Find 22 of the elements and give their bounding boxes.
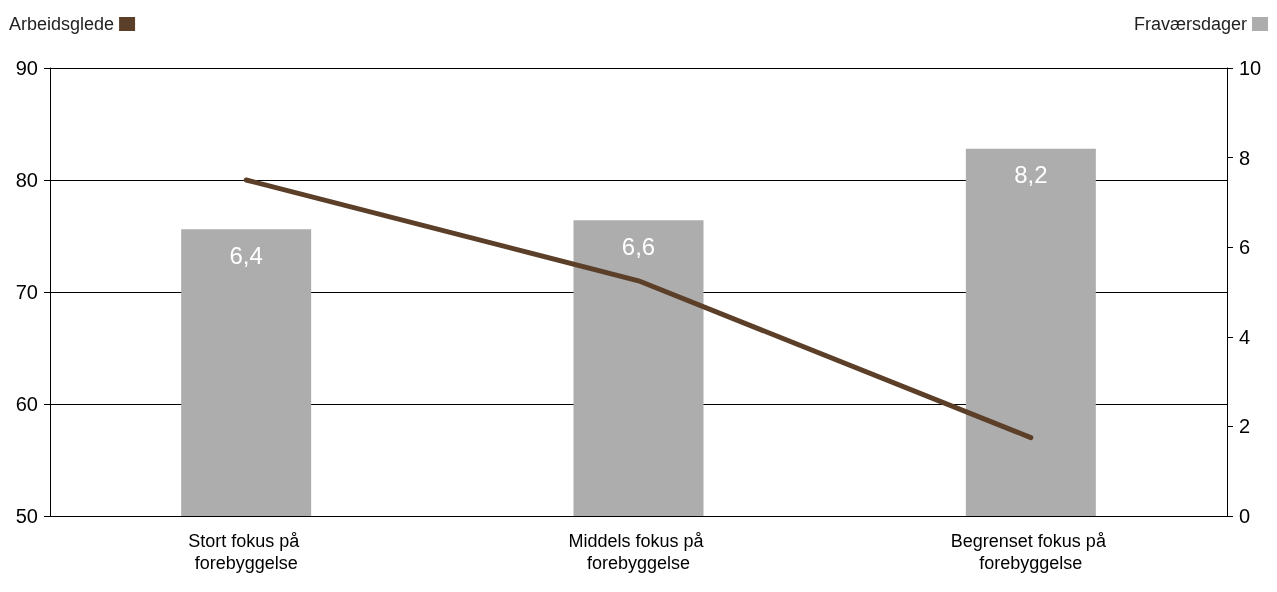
y2-tick-label: 10 [1239, 57, 1262, 79]
data-label: 6,4 [229, 241, 263, 269]
y-tick-label: 90 [15, 57, 38, 79]
x-tick-label: Begrenset fokus på forebyggelse [950, 531, 1111, 573]
y-tick-label: 50 [15, 505, 38, 527]
data-label: 8,2 [1014, 161, 1048, 189]
legend-label: Arbeidsglede [9, 14, 115, 34]
y2-tick-label: 6 [1239, 236, 1251, 259]
y-tick-label: 70 [15, 281, 38, 303]
x-tick-label: Stort fokus på forebyggelse [188, 531, 305, 573]
x-tick-label: Middels fokus på forebyggelse [568, 531, 709, 573]
bar [573, 220, 704, 516]
y2-tick-label: 2 [1239, 415, 1251, 438]
bar [181, 229, 312, 516]
data-label: 6,6 [621, 232, 656, 260]
y2-tick-label: 0 [1239, 505, 1251, 527]
y2-tick-label: 8 [1239, 146, 1251, 169]
legend-label: Fraværsdager [1133, 14, 1247, 34]
y-tick-label: 80 [15, 169, 38, 191]
y-tick-label: 60 [15, 393, 38, 415]
y2-tick-label: 4 [1239, 325, 1251, 348]
bar [965, 148, 1096, 516]
